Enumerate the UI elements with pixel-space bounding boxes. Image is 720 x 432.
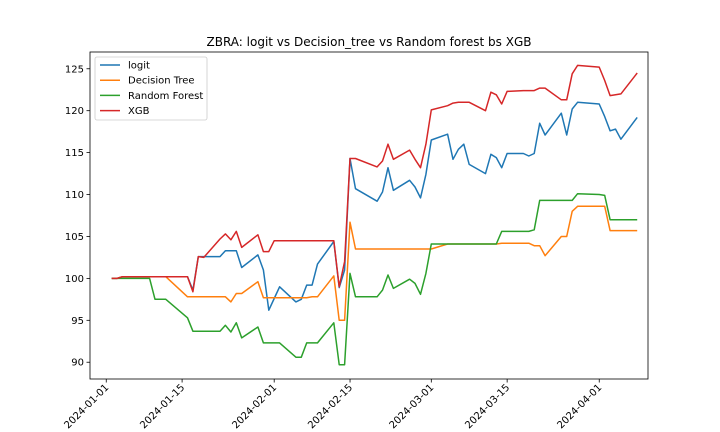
x-tick-label-0: 2024-01-01 bbox=[62, 382, 111, 431]
series-line-2 bbox=[111, 192, 638, 366]
plot-area bbox=[111, 64, 638, 366]
y-tick-label-3: 105 bbox=[65, 232, 84, 243]
x-tick-label-2: 2024-02-01 bbox=[230, 382, 279, 431]
x-tick-label-3: 2024-02-15 bbox=[306, 382, 355, 431]
y-tick-label-6: 120 bbox=[65, 106, 84, 117]
legend-label-3: XGB bbox=[128, 106, 150, 117]
y-axis: 90 95 100 105 110 115 120 125 bbox=[65, 64, 90, 369]
legend-box bbox=[94, 56, 208, 121]
y-tick-label-0: 90 bbox=[71, 358, 84, 369]
x-tick-label-4: 2024-03-01 bbox=[388, 382, 437, 431]
y-tick-label-5: 115 bbox=[65, 148, 84, 159]
series-line-3 bbox=[111, 64, 638, 293]
y-tick-label-7: 125 bbox=[65, 64, 84, 75]
y-tick-label-1: 95 bbox=[71, 316, 84, 327]
y-tick-label-2: 100 bbox=[65, 274, 84, 285]
x-tick-label-1: 2024-01-15 bbox=[138, 382, 187, 431]
legend: logit Decision Tree Random Forest XGB bbox=[94, 56, 208, 121]
legend-label-2: Random Forest bbox=[128, 91, 203, 102]
legend-label-0: logit bbox=[128, 61, 150, 72]
series-line-1 bbox=[111, 205, 638, 322]
x-tick-label-6: 2024-04-01 bbox=[555, 382, 604, 431]
series-line-0 bbox=[111, 101, 638, 311]
y-tick-label-4: 110 bbox=[65, 190, 84, 201]
legend-label-1: Decision Tree bbox=[128, 76, 195, 87]
chart-title: ZBRA: logit vs Decision_tree vs Random f… bbox=[206, 35, 531, 49]
axes-frame bbox=[89, 51, 649, 380]
x-axis: 2024-01-01 2024-01-15 2024-02-01 2024-02-15… bbox=[62, 379, 604, 431]
x-tick-label-5: 2024-03-15 bbox=[463, 382, 512, 431]
